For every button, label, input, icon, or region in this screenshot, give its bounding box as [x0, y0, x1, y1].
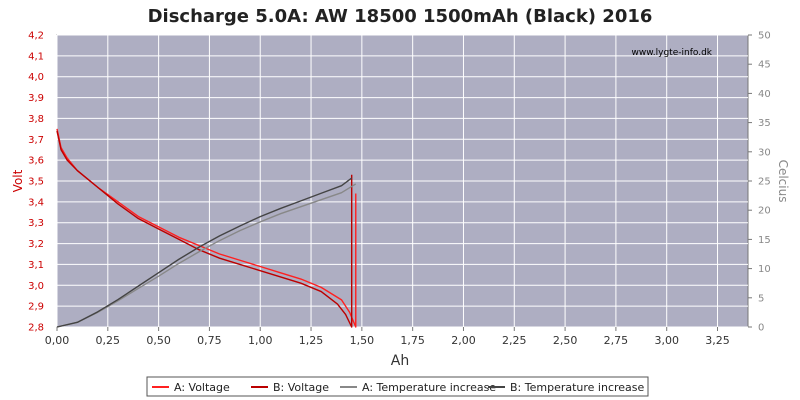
y-right-tick-label: 45: [758, 60, 771, 71]
x-tick-label: 2,00: [451, 334, 476, 347]
legend: A: Voltage B: Voltage A: Temperature incre…: [146, 376, 649, 397]
chart-title: Discharge 5.0A: AW 18500 1500mAh (Black)…: [148, 6, 653, 27]
series-b-temperature-line: [56, 177, 353, 328]
y-left-tick-label: 3,8: [28, 114, 44, 125]
x-tick-label: 1,75: [400, 334, 425, 347]
y-left-tick-label: 3,6: [28, 156, 44, 167]
x-tick-label: 0,00: [45, 334, 70, 347]
y-left-tick-label: 4,1: [28, 51, 44, 62]
y-right-tick-label: 5: [758, 293, 764, 304]
y-right-tick-label: 15: [758, 235, 771, 246]
x-tick-label: 1,50: [350, 334, 375, 347]
legend-entry: B: Temperature increase: [510, 381, 645, 394]
series-lines: [56, 128, 357, 328]
y-left-tick-label: 3,5: [28, 177, 44, 188]
y-left-tick-label: 3,7: [28, 135, 44, 146]
x-axis-label: Ah: [391, 353, 409, 369]
x-tick-label: 1,25: [299, 334, 324, 347]
grid: [56, 34, 748, 328]
x-tick-label: 3,25: [705, 334, 730, 347]
series-b-voltage-line: [56, 130, 353, 328]
y-axis-label-right: Celcius: [776, 160, 790, 203]
y-right-tick-label: 0: [758, 323, 764, 334]
y-right-tick-label: 50: [758, 31, 771, 42]
y-left-tick-label: 2,8: [28, 323, 44, 334]
y-left-tick-label: 3,2: [28, 239, 44, 250]
legend-entry: B: Voltage: [273, 381, 329, 394]
legend-box: [146, 376, 649, 397]
x-tick-label: 2,75: [604, 334, 629, 347]
y-right-tick-label: 35: [758, 118, 771, 129]
x-tick-label: 3,00: [654, 334, 679, 347]
y-left-tick-label: 2,9: [28, 302, 44, 313]
y-left-tick-label: 3,9: [28, 93, 44, 104]
y-right-tick-label: 30: [758, 147, 771, 158]
y-left-tick-label: 3,4: [28, 197, 44, 208]
x-tick-label: 2,50: [553, 334, 578, 347]
y-left-tick-label: 3,3: [28, 218, 44, 229]
y-left-tick-label: 4,0: [28, 72, 44, 83]
y-left-tick-label: 3,1: [28, 260, 44, 271]
x-tick-label: 0,75: [197, 334, 222, 347]
watermark: www.lygte-info.dk: [632, 48, 713, 58]
ticks: 0,00 0,25 0,50 0,75 1,00 1,25 1,50 1,75 2,00 2,25…: [28, 31, 771, 348]
y-right-tick-label: 25: [758, 177, 771, 188]
x-tick-label: 1,00: [248, 334, 273, 347]
y-right-tick-label: 20: [758, 206, 771, 217]
y-right-tick-label: 40: [758, 89, 771, 100]
x-tick-label: 0,50: [146, 334, 171, 347]
y-left-tick-label: 4,2: [28, 31, 44, 42]
y-right-tick-label: 10: [758, 264, 771, 275]
y-left-tick-label: 3,0: [28, 281, 44, 292]
legend-entry: A: Temperature increase: [362, 381, 496, 394]
legend-entry: A: Voltage: [174, 381, 230, 394]
y-axis-label-left: Volt: [11, 169, 25, 192]
x-tick-label: 2,25: [502, 334, 527, 347]
series-a-temperature-line: [56, 183, 357, 328]
x-tick-label: 0,25: [96, 334, 121, 347]
